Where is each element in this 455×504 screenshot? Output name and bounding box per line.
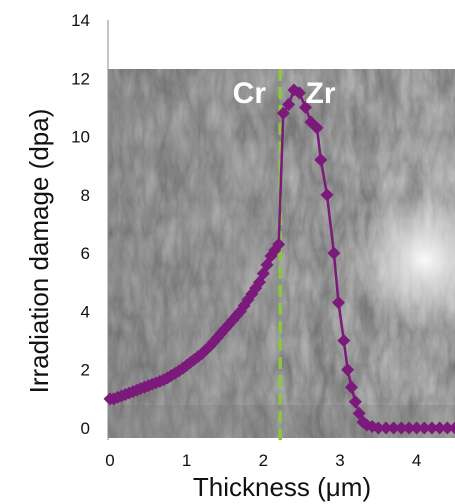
data-point-marker <box>379 421 393 435</box>
series-group <box>103 83 455 435</box>
region-label-cr: Cr <box>233 77 267 110</box>
data-point-marker <box>331 296 345 310</box>
data-point-marker <box>276 106 290 120</box>
data-point-marker <box>448 421 455 435</box>
data-point-marker <box>425 421 439 435</box>
data-point-marker <box>245 287 259 301</box>
y-tick-label: 2 <box>81 361 90 380</box>
x-tick-label: 4 <box>412 451 421 470</box>
data-point-marker <box>282 98 296 112</box>
data-point-marker <box>327 246 341 260</box>
data-point-marker <box>440 421 454 435</box>
data-point-marker <box>410 421 424 435</box>
y-tick-label: 14 <box>71 11 90 30</box>
data-point-marker <box>337 334 351 348</box>
y-tick-label: 10 <box>71 128 90 147</box>
y-tick-label: 8 <box>81 186 90 205</box>
data-point-marker <box>292 86 306 100</box>
data-point-marker <box>387 421 401 435</box>
data-point-marker <box>320 188 334 202</box>
data-point-marker <box>402 421 416 435</box>
data-point-marker <box>348 395 362 409</box>
data-point-marker <box>417 421 431 435</box>
y-tick-label: 12 <box>71 69 90 88</box>
y-tick-label: 6 <box>81 244 90 263</box>
y-tick-label: 4 <box>81 302 90 321</box>
data-point-marker <box>433 421 447 435</box>
data-point-marker <box>299 100 312 114</box>
y-tick-label: 0 <box>81 419 90 438</box>
x-tick-label: 2 <box>259 451 268 470</box>
x-axis-title: Thickness (μm) <box>193 472 371 502</box>
region-labels: Cr Zr <box>233 77 336 110</box>
y-axis-title: Irradiation damage (dpa) <box>24 109 54 394</box>
x-tick-label: 0 <box>105 451 114 470</box>
data-point-marker <box>314 153 328 167</box>
data-point-marker <box>272 237 286 251</box>
data-point-marker <box>345 380 358 394</box>
data-point-marker <box>394 421 408 435</box>
data-point-marker <box>341 363 355 377</box>
data-point-marker <box>310 121 324 135</box>
data-point-marker <box>371 421 385 435</box>
region-label-zr: Zr <box>306 77 336 110</box>
x-tick-label: 1 <box>182 451 191 470</box>
x-tick-label: 3 <box>335 451 344 470</box>
